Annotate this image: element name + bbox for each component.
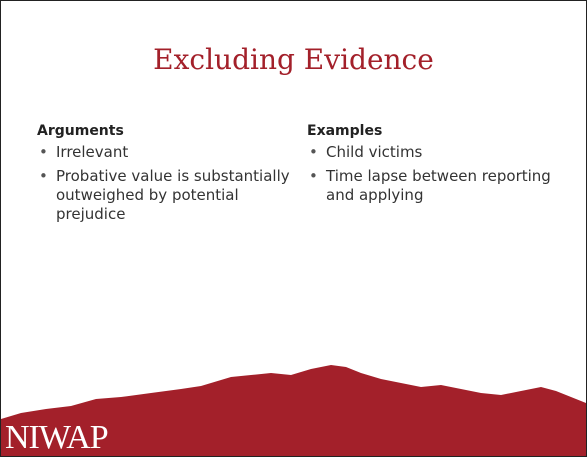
- slide: Excluding Evidence Arguments Irrelevant …: [0, 0, 587, 457]
- logo: NIWAP: [5, 419, 108, 457]
- footer-graphic: [1, 1, 586, 456]
